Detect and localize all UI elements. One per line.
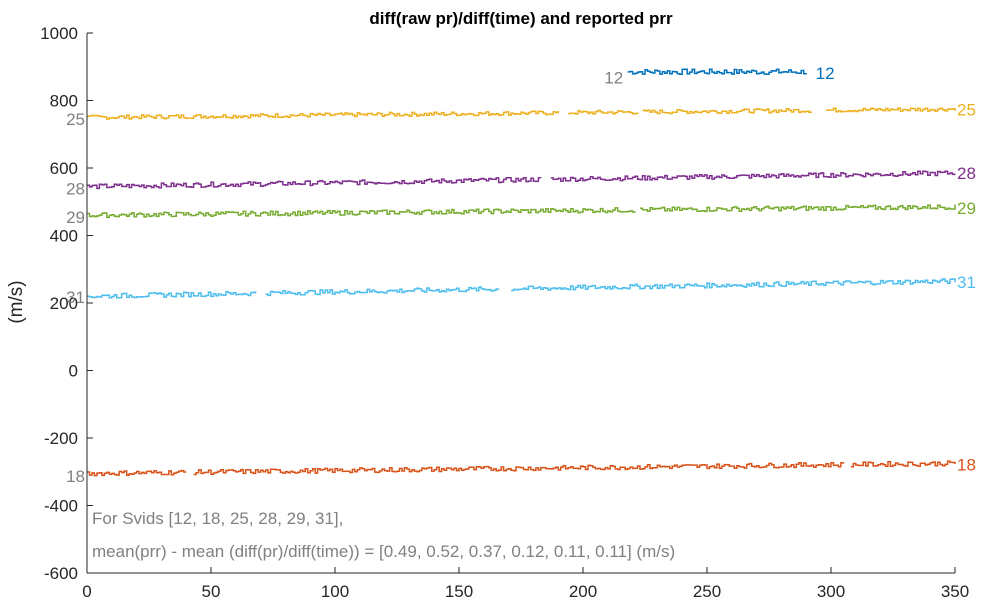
series-labels: 12 12 25 25 28 28 29 29 31 31 18 18 — [66, 64, 976, 486]
series-18-line — [193, 462, 845, 476]
series-18-line — [850, 460, 956, 468]
series-28 — [87, 170, 956, 190]
series-28-line — [87, 176, 542, 190]
series-25-line — [642, 108, 812, 115]
series-31-line — [87, 291, 257, 299]
series-25-line — [826, 107, 956, 113]
chart-title: diff(raw pr)/diff(time) and reported prr — [369, 9, 673, 28]
series-label-12: 12 — [604, 69, 623, 88]
x-tick-label: 50 — [202, 582, 221, 601]
series-28-line — [550, 170, 956, 183]
series-25-line — [87, 110, 559, 120]
series-label-31: 31 — [957, 273, 976, 292]
y-tick-label: 0 — [69, 362, 78, 381]
x-tick-label: 0 — [82, 582, 91, 601]
y-tick-label: 600 — [50, 159, 78, 178]
y-axis-label: (m/s) — [6, 280, 27, 323]
series-label-18: 18 — [957, 455, 976, 474]
series-25 — [87, 107, 956, 120]
series-25-line — [568, 109, 639, 115]
y-tick-label: 200 — [50, 294, 78, 313]
y-tick-label: 400 — [50, 227, 78, 246]
series-label-12: 12 — [816, 64, 835, 83]
series-18 — [87, 460, 956, 477]
series-layer — [87, 68, 956, 477]
series-31 — [87, 278, 956, 299]
x-tick-label: 200 — [569, 582, 597, 601]
series-label-29: 29 — [957, 199, 976, 218]
axes: 0 50 100 150 200 250 300 350 -600 -400 -200 0 200 400… — [40, 24, 969, 601]
series-label-31: 31 — [66, 288, 85, 307]
annotation-line-2: mean(prr) - mean (diff(pr)/diff(time)) =… — [92, 542, 675, 561]
series-29 — [87, 204, 956, 219]
series-12 — [627, 68, 807, 76]
y-tick-label: -600 — [44, 564, 78, 583]
series-12-line — [627, 68, 807, 76]
x-tick-label: 150 — [445, 582, 473, 601]
series-label-18: 18 — [66, 467, 85, 486]
x-tick-label: 350 — [941, 582, 969, 601]
series-label-25: 25 — [66, 110, 85, 129]
annotation-line-1: For Svids [12, 18, 25, 28, 29, 31], — [92, 509, 343, 528]
series-29-line — [640, 204, 956, 213]
x-tick-label: 300 — [817, 582, 845, 601]
series-label-28: 28 — [957, 164, 976, 183]
series-18-line — [87, 469, 187, 477]
y-tick-label: -400 — [44, 497, 78, 516]
x-tick-label: 250 — [693, 582, 721, 601]
x-tick-label: 100 — [321, 582, 349, 601]
y-tick-label: 800 — [50, 92, 78, 111]
y-tick-label: 1000 — [40, 24, 78, 43]
series-31-line — [511, 278, 956, 292]
series-29-line — [87, 207, 636, 219]
y-tick-label: -200 — [44, 429, 78, 448]
series-label-28: 28 — [66, 179, 85, 198]
series-31-line — [265, 286, 500, 297]
series-label-29: 29 — [66, 208, 85, 227]
series-label-25: 25 — [957, 100, 976, 119]
